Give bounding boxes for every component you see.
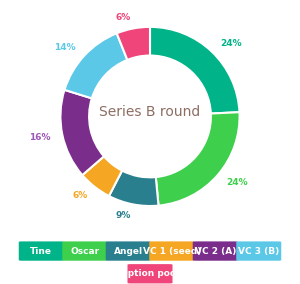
Text: Angel: Angel	[114, 247, 143, 256]
FancyBboxPatch shape	[193, 241, 238, 261]
Text: Tine: Tine	[30, 247, 52, 256]
Text: 9%: 9%	[116, 211, 131, 220]
FancyBboxPatch shape	[149, 241, 194, 261]
Text: 6%: 6%	[72, 191, 87, 201]
Text: 6%: 6%	[116, 12, 131, 22]
FancyBboxPatch shape	[106, 241, 151, 261]
Text: 14%: 14%	[54, 43, 76, 52]
Wedge shape	[60, 90, 104, 175]
Text: 24%: 24%	[220, 39, 242, 48]
Text: Option pool: Option pool	[120, 269, 180, 278]
FancyBboxPatch shape	[128, 264, 172, 283]
Wedge shape	[109, 171, 158, 206]
Text: 16%: 16%	[29, 133, 51, 142]
Wedge shape	[82, 156, 122, 196]
Wedge shape	[156, 112, 240, 206]
Wedge shape	[64, 33, 128, 98]
FancyBboxPatch shape	[236, 241, 281, 261]
Text: VC 3 (B): VC 3 (B)	[238, 247, 279, 256]
Text: 24%: 24%	[226, 178, 248, 187]
Text: VC 1 (seed): VC 1 (seed)	[142, 247, 201, 256]
FancyBboxPatch shape	[19, 241, 64, 261]
Wedge shape	[150, 27, 239, 114]
Wedge shape	[117, 27, 150, 60]
Text: Oscar: Oscar	[70, 247, 99, 256]
Text: VC 2 (A): VC 2 (A)	[195, 247, 236, 256]
FancyBboxPatch shape	[62, 241, 107, 261]
Text: Series B round: Series B round	[99, 105, 201, 119]
